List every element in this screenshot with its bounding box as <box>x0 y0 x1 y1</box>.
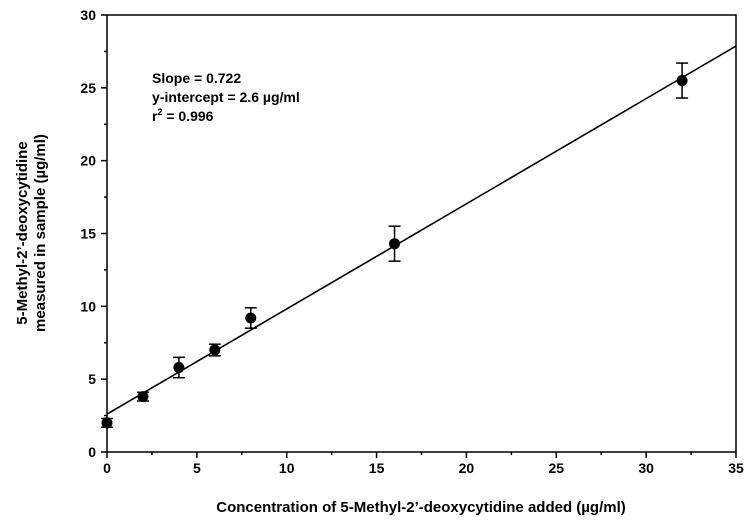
data-point <box>137 391 149 403</box>
data-point-group <box>676 62 689 99</box>
y-tick-label: 25 <box>80 80 96 96</box>
data-point-group <box>208 343 221 357</box>
x-tick-label: 0 <box>103 460 111 476</box>
y-tick-label: 10 <box>80 298 96 314</box>
annotation-block: Slope = 0.722 y-intercept = 2.6 µg/ml r2… <box>152 70 300 124</box>
slope-annotation: Slope = 0.722 <box>152 70 241 86</box>
y-tick-label: 30 <box>80 7 96 23</box>
data-point-group <box>388 225 401 262</box>
axis-tick-labels: 0 5 10 15 20 25 30 35 0 5 10 15 20 25 30 <box>80 7 744 476</box>
axis-ticks <box>101 14 737 458</box>
x-axis-title: Concentration of 5-Methyl-2’-deoxycytidi… <box>216 499 626 516</box>
r-squared-value: = 0.996 <box>162 108 213 124</box>
x-tick-label: 20 <box>459 460 475 476</box>
data-point-group <box>136 391 149 403</box>
r-squared-symbol: r <box>152 108 158 124</box>
y-tick-label: 15 <box>80 226 96 242</box>
intercept-annotation: y-intercept = 2.6 µg/ml <box>152 89 300 105</box>
y-tick-label: 5 <box>88 371 96 387</box>
data-point <box>101 417 113 429</box>
data-point-group <box>244 307 257 329</box>
data-point <box>245 312 257 324</box>
data-point <box>676 75 688 87</box>
data-point <box>173 362 185 374</box>
r-squared-annotation: r2 = 0.996 <box>152 107 214 124</box>
x-tick-label: 15 <box>369 460 385 476</box>
x-tick-label: 10 <box>279 460 295 476</box>
y-axis-title-line-1: 5-Methyl-2’-deoxycytidine <box>14 141 31 324</box>
y-tick-label: 20 <box>80 153 96 169</box>
data-point <box>209 344 221 356</box>
data-point <box>389 238 401 250</box>
x-tick-label: 35 <box>728 460 744 476</box>
y-axis-title-line-2: measured in sample (µg/ml) <box>32 134 49 332</box>
x-tick-label: 5 <box>193 460 201 476</box>
y-tick-label: 0 <box>88 444 96 460</box>
data-point-group <box>172 356 185 379</box>
data-points <box>101 62 689 429</box>
r-squared-superscript: 2 <box>157 107 162 117</box>
x-tick-label: 30 <box>638 460 654 476</box>
x-tick-label: 25 <box>548 460 564 476</box>
data-point-group <box>101 417 113 429</box>
